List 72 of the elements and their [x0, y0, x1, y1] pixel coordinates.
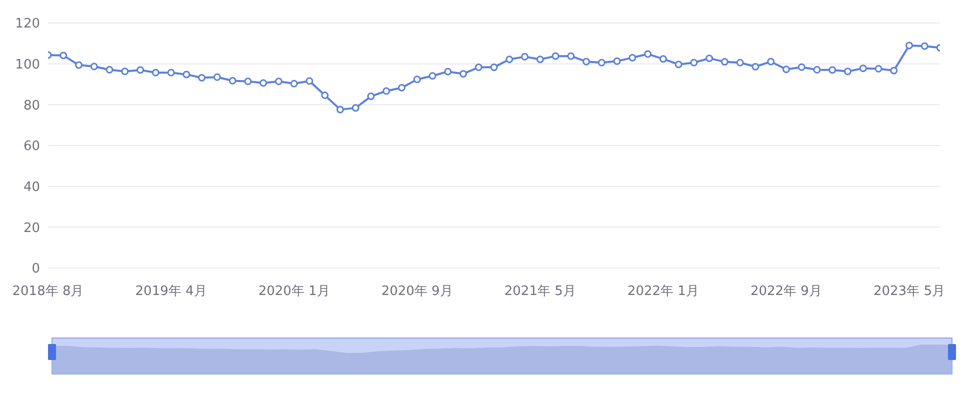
point [567, 52, 575, 60]
point [720, 58, 728, 66]
point [90, 62, 98, 70]
point [290, 80, 298, 88]
point [598, 58, 606, 66]
point [736, 58, 744, 66]
point [60, 52, 68, 60]
point [674, 60, 682, 68]
point [367, 92, 375, 100]
point [306, 77, 314, 85]
point [167, 68, 175, 76]
point [536, 56, 544, 64]
point [628, 54, 636, 62]
point [506, 56, 514, 64]
point [198, 74, 206, 82]
x-tick-label: 2020年 9月 [381, 284, 453, 300]
x-tick-label: 2018年 8月 [12, 284, 84, 300]
x-tick-label: 2023年 5月 [873, 284, 945, 300]
point [228, 77, 236, 85]
y-tick-label: 60 [23, 139, 40, 154]
point [521, 52, 529, 60]
y-tick-label: 100 [15, 57, 40, 72]
point [244, 78, 252, 86]
x-tick-label: 2019年 4月 [135, 284, 207, 300]
point [767, 58, 775, 66]
point [182, 70, 190, 78]
point [474, 64, 482, 72]
point [260, 79, 268, 87]
point [813, 66, 821, 74]
point [213, 73, 221, 81]
point [428, 72, 436, 80]
point [644, 50, 652, 58]
point [106, 66, 114, 74]
point [413, 76, 421, 84]
x-tick-label: 2022年 1月 [627, 284, 699, 300]
point [782, 66, 790, 74]
point [382, 87, 390, 95]
point [274, 78, 282, 86]
y-tick-label: 80 [23, 98, 40, 114]
point [352, 104, 360, 112]
y-tick-label: 0 [32, 262, 40, 277]
point [552, 52, 560, 60]
point [659, 55, 667, 63]
point [321, 92, 329, 100]
y-tick-label: 40 [23, 180, 40, 195]
point [752, 62, 760, 70]
x-tick-label: 2022年 9月 [750, 284, 822, 300]
point [920, 42, 928, 50]
point [152, 68, 160, 76]
y-tick-label: 20 [23, 220, 40, 236]
x-tick-label: 2020年 1月 [258, 284, 330, 300]
point [136, 66, 144, 74]
point [613, 57, 621, 65]
point [459, 70, 467, 78]
point [844, 68, 852, 76]
point [336, 106, 344, 114]
point [121, 68, 129, 76]
point [905, 42, 913, 50]
point [582, 58, 590, 66]
point [706, 54, 714, 62]
point [490, 64, 498, 72]
point [75, 61, 83, 69]
point [859, 64, 867, 72]
y-tick-label: 120 [15, 16, 40, 32]
point [690, 58, 698, 66]
point [828, 66, 836, 74]
point [398, 84, 406, 92]
x-tick-label: 2021年 5月 [504, 284, 576, 300]
point [798, 63, 806, 71]
point [874, 64, 882, 72]
point [890, 66, 898, 74]
point [444, 68, 452, 76]
